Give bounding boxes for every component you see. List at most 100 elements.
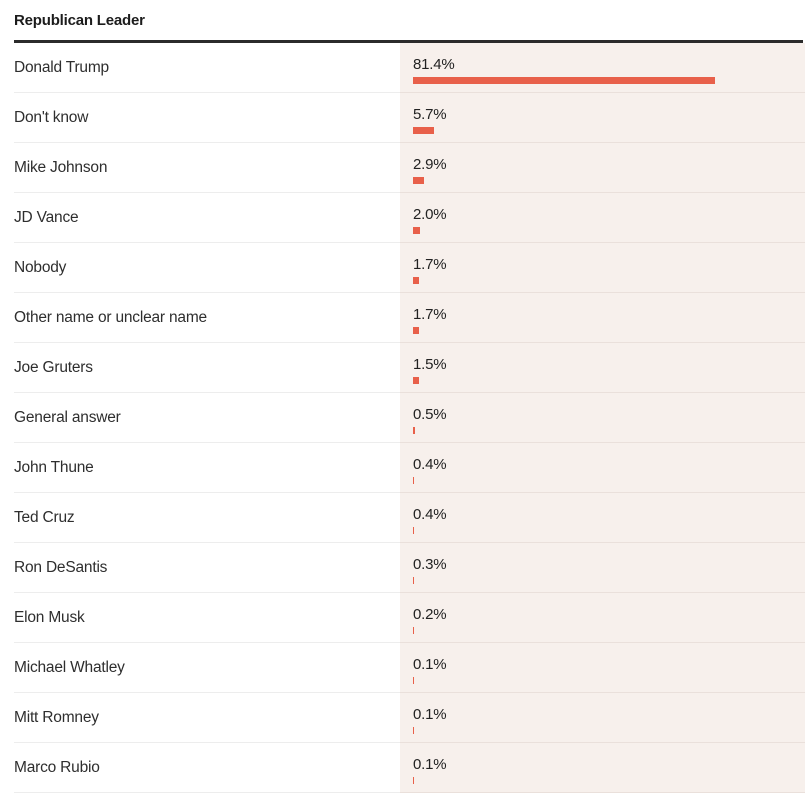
value-label: 81.4% [413, 56, 455, 73]
right-gutter [805, 693, 810, 743]
bar-cell: 2.0% [400, 193, 805, 243]
category-label-cell: Ron DeSantis [0, 543, 400, 593]
chart-row: Joe Gruters 1.5% [0, 343, 810, 393]
category-label-cell: Mike Johnson [0, 143, 400, 193]
chart-row: Nobody 1.7% [0, 243, 810, 293]
category-label: Marco Rubio [14, 759, 100, 776]
value-label: 0.1% [413, 706, 447, 723]
chart-row: Ron DeSantis 0.3% [0, 543, 810, 593]
category-label: Michael Whatley [14, 659, 125, 676]
value-bar [413, 577, 415, 584]
value-label: 1.5% [413, 356, 447, 373]
chart-row: John Thune 0.4% [0, 443, 810, 493]
category-label: John Thune [14, 459, 94, 476]
right-gutter [805, 743, 810, 793]
category-label-cell: Don't know [0, 93, 400, 143]
category-label: Nobody [14, 259, 67, 276]
category-label: Ted Cruz [14, 509, 75, 526]
value-bar [413, 627, 414, 634]
chart-row: Other name or unclear name 1.7% [0, 293, 810, 343]
header-rule [14, 40, 803, 43]
bar-cell: 0.4% [400, 443, 805, 493]
chart-row: Mike Johnson 2.9% [0, 143, 810, 193]
value-label: 0.3% [413, 556, 447, 573]
category-label-cell: JD Vance [0, 193, 400, 243]
chart-row: General answer 0.5% [0, 393, 810, 443]
category-label: Joe Gruters [14, 359, 93, 376]
value-label: 0.1% [413, 656, 447, 673]
value-label: 5.7% [413, 106, 447, 123]
value-label: 0.2% [413, 606, 447, 623]
category-label-cell: Other name or unclear name [0, 293, 400, 343]
category-label: JD Vance [14, 209, 79, 226]
value-bar [413, 77, 715, 84]
chart-row: Ted Cruz 0.4% [0, 493, 810, 543]
value-label: 2.0% [413, 206, 447, 223]
value-bar [413, 527, 415, 534]
bar-cell: 2.9% [400, 143, 805, 193]
right-gutter [805, 193, 810, 243]
value-bar [413, 377, 419, 384]
bar-cell: 0.1% [400, 743, 805, 793]
bar-cell: 0.5% [400, 393, 805, 443]
value-bar [413, 127, 435, 134]
bar-cell: 1.5% [400, 343, 805, 393]
right-gutter [805, 443, 810, 493]
right-gutter [805, 643, 810, 693]
right-gutter [805, 543, 810, 593]
category-label-cell: Nobody [0, 243, 400, 293]
value-bar [413, 477, 415, 484]
bar-cell: 0.3% [400, 543, 805, 593]
value-bar [413, 727, 414, 734]
bar-cell: 0.1% [400, 693, 805, 743]
right-gutter [805, 243, 810, 293]
value-label: 0.5% [413, 406, 447, 423]
right-gutter [805, 143, 810, 193]
value-label: 0.1% [413, 756, 447, 773]
right-gutter [805, 393, 810, 443]
bar-cell: 81.4% [400, 43, 805, 93]
right-gutter [805, 293, 810, 343]
category-label-cell: Donald Trump [0, 43, 400, 93]
category-label: Other name or unclear name [14, 309, 207, 326]
right-gutter [805, 43, 810, 93]
category-label-cell: Joe Gruters [0, 343, 400, 393]
value-label: 1.7% [413, 256, 447, 273]
bar-cell: 0.2% [400, 593, 805, 643]
value-bar [413, 327, 420, 334]
category-label-cell: Ted Cruz [0, 493, 400, 543]
value-label: 2.9% [413, 156, 447, 173]
chart-rows: Donald Trump 81.4% Don't know 5.7% Mike John… [0, 43, 810, 793]
chart-header: Republican Leader [0, 0, 810, 31]
category-label: Elon Musk [14, 609, 85, 626]
value-bar [413, 227, 421, 234]
category-label: General answer [14, 409, 121, 426]
chart-row: Marco Rubio 0.1% [0, 743, 810, 793]
chart-row: Elon Musk 0.2% [0, 593, 810, 643]
bar-cell: 1.7% [400, 243, 805, 293]
chart-row: JD Vance 2.0% [0, 193, 810, 243]
right-gutter [805, 93, 810, 143]
chart-row: Michael Whatley 0.1% [0, 643, 810, 693]
right-gutter [805, 593, 810, 643]
category-label: Don't know [14, 109, 89, 126]
category-label-cell: Michael Whatley [0, 643, 400, 693]
category-label: Mitt Romney [14, 709, 99, 726]
category-label-cell: Elon Musk [0, 593, 400, 643]
value-bar [413, 277, 420, 284]
category-label-cell: Mitt Romney [0, 693, 400, 743]
bar-cell: 5.7% [400, 93, 805, 143]
value-bar [413, 427, 415, 434]
value-label: 0.4% [413, 456, 447, 473]
value-bar [413, 177, 424, 184]
category-label: Ron DeSantis [14, 559, 108, 576]
value-bar [413, 777, 414, 784]
bar-cell: 0.1% [400, 643, 805, 693]
category-label-cell: Marco Rubio [0, 743, 400, 793]
value-bar [413, 677, 414, 684]
right-gutter [805, 343, 810, 393]
chart-row: Mitt Romney 0.1% [0, 693, 810, 743]
chart-row: Don't know 5.7% [0, 93, 810, 143]
category-label-cell: General answer [0, 393, 400, 443]
